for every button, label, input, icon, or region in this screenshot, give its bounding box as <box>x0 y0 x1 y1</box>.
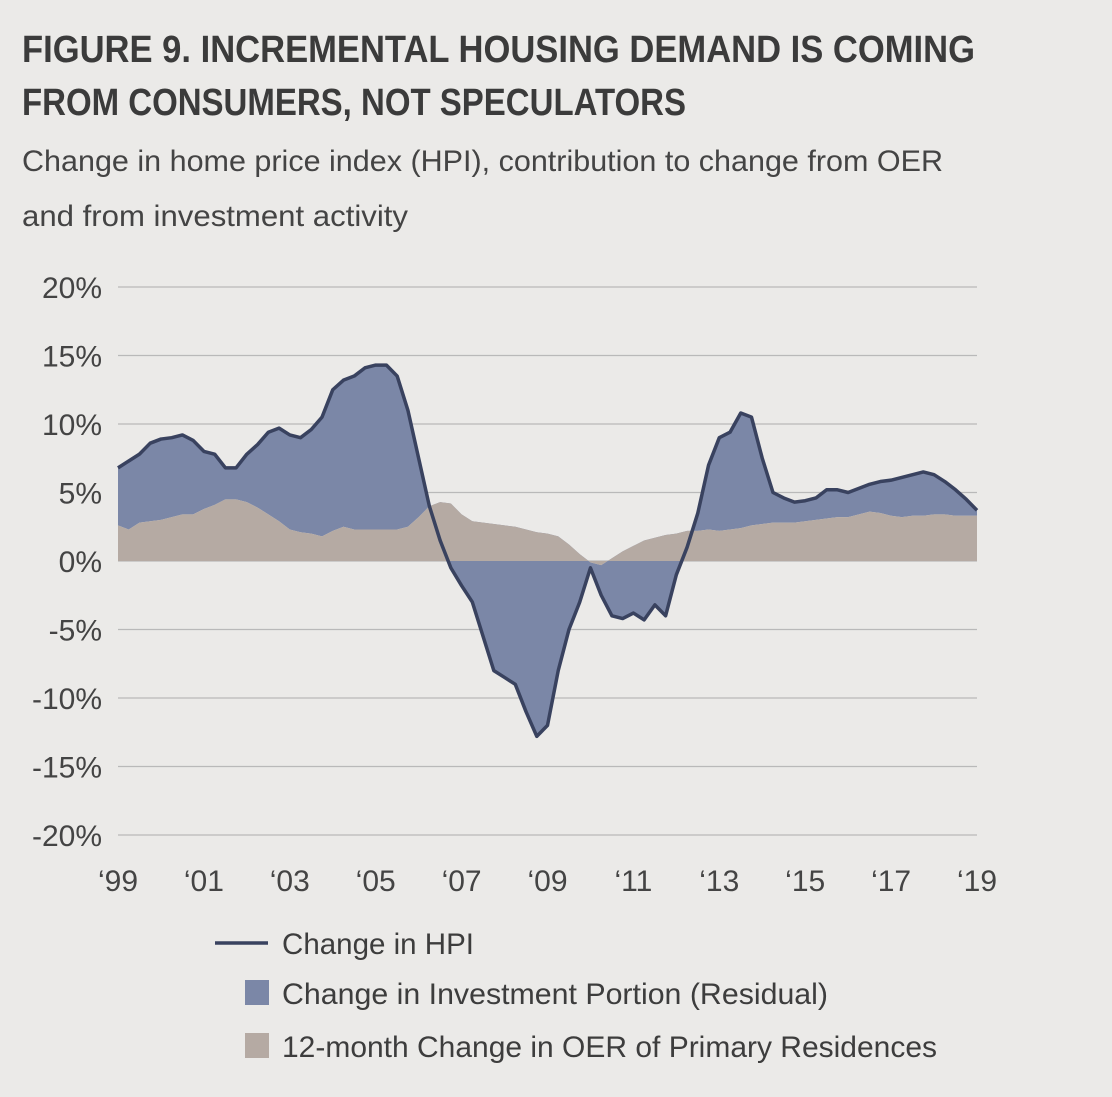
y-tick-label: -5% <box>49 615 102 648</box>
legend-label: Change in HPI <box>282 928 474 961</box>
line <box>117 363 979 739</box>
y-tick-label: 0% <box>59 546 102 579</box>
y-tick-label: -20% <box>32 820 102 853</box>
legend-label: Change in Investment Portion (Residual) <box>282 978 828 1011</box>
y-tick-label: -10% <box>32 683 102 716</box>
x-tick-label: ‘09 <box>527 865 567 898</box>
x-tick-label: ‘99 <box>98 865 138 898</box>
x-tick-label: ‘11 <box>614 865 652 898</box>
x-tick-label: ‘07 <box>442 865 482 898</box>
x-tick-label: ‘03 <box>270 865 310 898</box>
axes: 20% 15% 10% 5% 0% -5% -10% -15% -20% ‘99 ‘01 ‘03 ‘05… <box>32 272 997 898</box>
legend-swatch <box>245 980 269 1005</box>
legend-swatch <box>245 1033 269 1058</box>
y-tick-label: 10% <box>42 409 102 442</box>
y-tick-label: -15% <box>32 752 102 785</box>
y-tick-label: 5% <box>59 478 102 511</box>
x-tick-label: ‘19 <box>957 865 997 898</box>
x-tick-label: ‘13 <box>699 865 739 898</box>
x-tick-label: ‘05 <box>356 865 396 898</box>
y-tick-label: 15% <box>42 341 102 374</box>
plot-area <box>117 363 979 739</box>
x-tick-label: ‘15 <box>785 865 825 898</box>
x-tick-label: ‘17 <box>871 865 911 898</box>
legend: Change in HPI Change in Investment Porti… <box>215 928 937 1064</box>
area <box>118 499 977 566</box>
chart-title: FROM CONSUMERS, NOT SPECULATORS <box>22 82 686 124</box>
chart-subtitle: Change in home price index (HPI), contri… <box>22 145 943 178</box>
chart-subtitle: and from investment activity <box>22 200 408 233</box>
x-tick-label: ‘01 <box>184 865 224 898</box>
y-tick-label: 20% <box>42 272 102 305</box>
legend-label: 12-month Change in OER of Primary Reside… <box>282 1031 937 1064</box>
chart-title: FIGURE 9. INCREMENTAL HOUSING DEMAND IS … <box>22 29 975 71</box>
